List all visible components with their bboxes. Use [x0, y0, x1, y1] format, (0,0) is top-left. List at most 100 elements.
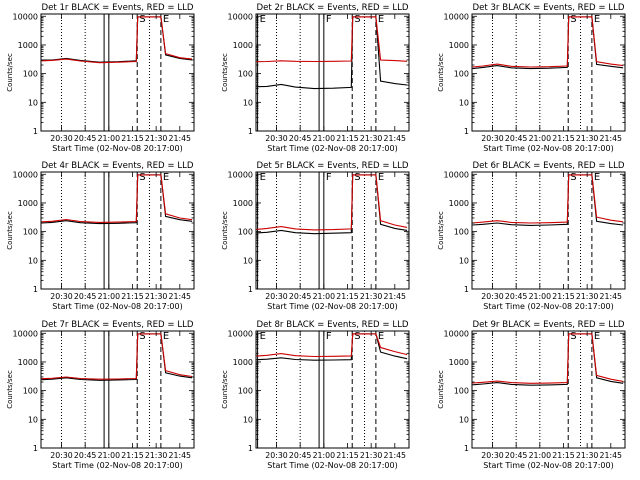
marker-label: E [260, 331, 266, 342]
plot-title: Det 8r BLACK = Events, RED = LLD [256, 320, 408, 330]
y-tick-label: 1000 [449, 199, 469, 208]
plot-title: Det 9r BLACK = Events, RED = LLD [472, 320, 624, 330]
x-tick-label: 20:30 [265, 134, 288, 143]
plot-title: Det 1r BLACK = Events, RED = LLD [41, 3, 193, 13]
y-tick-label: 100 [23, 228, 38, 237]
plot-frame [40, 171, 195, 290]
x-tick-label: 20:45 [289, 292, 312, 301]
y-axis-label: Counts/sec [221, 53, 229, 92]
y-tick-label: 1 [248, 444, 253, 453]
x-tick-label: 21:30 [145, 451, 168, 460]
series-line-events [41, 174, 193, 225]
marker-label: E [163, 331, 169, 342]
series-line-events [472, 333, 624, 386]
y-tick-label: 1000 [449, 358, 469, 367]
x-axis-label: Start Time (02-Nov-08 20:17:00) [52, 144, 182, 153]
x-axis-label: Start Time (02-Nov-08 20:17:00) [52, 302, 182, 311]
marker-label: S [570, 172, 576, 183]
y-axis-label: Counts/sec [437, 211, 445, 250]
series-line-events [472, 16, 624, 70]
y-axis-label: Counts/sec [6, 53, 14, 92]
marker-label: E [378, 331, 384, 342]
y-tick-label: 10000 [444, 329, 469, 338]
series-line-lld [41, 16, 193, 64]
marker-label: S [354, 331, 360, 342]
y-tick-label: 10 [243, 98, 253, 107]
x-axis-label: Start Time (02-Nov-08 20:17:00) [52, 461, 182, 470]
x-tick-label: 21:15 [552, 451, 575, 460]
marker-label: S [354, 14, 360, 25]
y-tick-label: 1000 [18, 358, 38, 367]
x-tick-label: 21:15 [121, 292, 144, 301]
x-tick-label: 21:30 [360, 292, 383, 301]
x-tick-label: 21:15 [552, 134, 575, 143]
y-tick-label: 10 [459, 415, 469, 424]
y-tick-label: 10000 [13, 12, 38, 21]
x-tick-label: 21:00 [529, 451, 552, 460]
x-tick-label: 20:45 [505, 451, 528, 460]
x-tick-label: 20:45 [505, 134, 528, 143]
x-tick-label: 20:45 [74, 134, 97, 143]
series-line-events [256, 333, 408, 361]
x-axis-label: Start Time (02-Nov-08 20:17:00) [267, 302, 397, 311]
y-tick-label: 10 [28, 256, 38, 265]
x-tick-label: 21:15 [121, 451, 144, 460]
y-tick-label: 10000 [444, 170, 469, 179]
event-label: E [163, 14, 169, 25]
x-tick-label: 20:30 [50, 292, 73, 301]
x-tick-label: 21:45 [384, 292, 407, 301]
y-tick-label: 10000 [13, 329, 38, 338]
series-line-lld [256, 16, 408, 63]
x-tick-label: 21:45 [169, 134, 192, 143]
marker-label: E [260, 14, 266, 25]
y-tick-label: 100 [454, 70, 469, 79]
x-tick-label: 21:45 [384, 134, 407, 143]
y-tick-label: 10 [28, 98, 38, 107]
x-tick-label: 21:45 [169, 292, 192, 301]
series-line-lld [256, 174, 408, 231]
x-tick-label: 21:00 [98, 451, 121, 460]
y-tick-label: 100 [23, 387, 38, 396]
marker-label: F [326, 331, 332, 342]
x-tick-label: 20:45 [289, 451, 312, 460]
x-tick-label: 21:15 [121, 134, 144, 143]
x-tick-label: 20:30 [265, 451, 288, 460]
y-axis-label: Counts/sec [221, 211, 229, 250]
x-tick-label: 21:30 [576, 451, 599, 460]
x-tick-label: 21:30 [576, 292, 599, 301]
x-tick-label: 21:30 [145, 134, 168, 143]
plot-title: Det 4r BLACK = Events, RED = LLD [41, 161, 193, 171]
marker-label: S [354, 172, 360, 183]
plot-frame [471, 171, 626, 290]
y-tick-label: 10000 [444, 12, 469, 21]
x-tick-label: 20:45 [74, 451, 97, 460]
x-tick-label: 21:30 [360, 451, 383, 460]
y-tick-label: 1 [33, 285, 38, 294]
series-line-lld [256, 333, 408, 358]
y-tick-label: 1 [33, 444, 38, 453]
plot-frame [255, 13, 410, 132]
y-tick-label: 100 [238, 70, 253, 79]
y-tick-label: 10 [243, 415, 253, 424]
y-tick-label: 1 [464, 444, 469, 453]
series-line-events [41, 16, 193, 63]
plot-frame [255, 171, 410, 290]
y-tick-label: 1 [248, 127, 253, 136]
x-tick-label: 21:15 [552, 292, 575, 301]
y-tick-label: 1 [464, 285, 469, 294]
y-tick-label: 10000 [13, 170, 38, 179]
x-tick-label: 21:15 [336, 451, 359, 460]
x-axis-label: Start Time (02-Nov-08 20:17:00) [267, 461, 397, 470]
y-axis-label: Counts/sec [437, 370, 445, 409]
x-axis-label: Start Time (02-Nov-08 20:17:00) [267, 144, 397, 153]
y-tick-label: 100 [238, 387, 253, 396]
y-tick-label: 1000 [18, 41, 38, 50]
y-tick-label: 100 [454, 387, 469, 396]
plot-frame [40, 330, 195, 449]
series-line-lld [472, 174, 624, 224]
marker-label: E [594, 14, 600, 25]
y-tick-label: 1000 [449, 41, 469, 50]
y-tick-label: 1000 [233, 199, 253, 208]
